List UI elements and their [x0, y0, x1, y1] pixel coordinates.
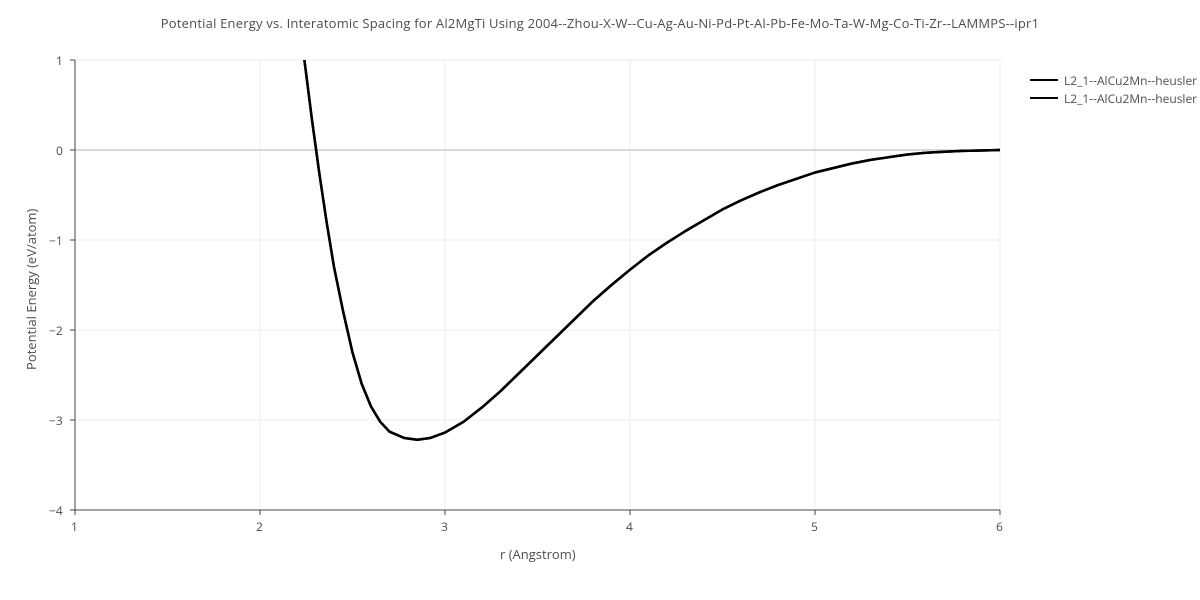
x-tick-label: 6 [996, 518, 1003, 535]
x-tick-label: 1 [71, 518, 78, 535]
legend-item[interactable]: L2_1--AlCu2Mn--heusler [1030, 90, 1197, 106]
chart-container: Potential Energy vs. Interatomic Spacing… [0, 0, 1200, 600]
legend-swatch-icon [1030, 97, 1058, 99]
plot-area[interactable] [0, 0, 1200, 600]
y-tick-label: 1 [56, 52, 63, 69]
legend-item[interactable]: L2_1--AlCu2Mn--heusler [1030, 72, 1197, 88]
y-tick-label: 0 [56, 142, 63, 159]
y-tick-label: −4 [49, 502, 63, 519]
y-tick-label: −2 [49, 322, 63, 339]
y-tick-label: −1 [49, 232, 63, 249]
y-tick-label: −3 [49, 412, 63, 429]
legend-swatch-icon [1030, 79, 1058, 81]
x-tick-label: 3 [441, 518, 448, 535]
x-tick-label: 5 [811, 518, 818, 535]
legend-label: L2_1--AlCu2Mn--heusler [1064, 90, 1197, 107]
x-tick-label: 4 [626, 518, 633, 535]
legend[interactable]: L2_1--AlCu2Mn--heusler L2_1--AlCu2Mn--he… [1030, 72, 1197, 108]
x-tick-label: 2 [256, 518, 263, 535]
legend-label: L2_1--AlCu2Mn--heusler [1064, 72, 1197, 89]
